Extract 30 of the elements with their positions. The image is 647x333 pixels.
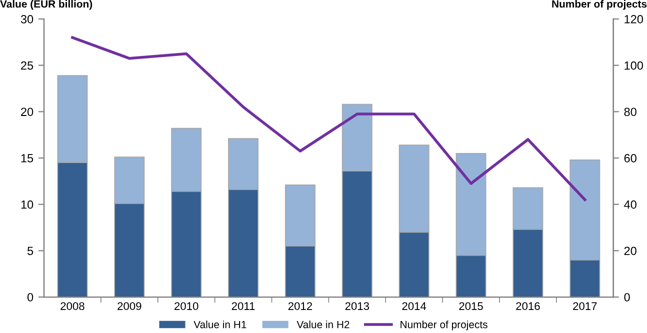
x-tick-label: 2017	[573, 302, 597, 310]
x-tick-label: 2015	[459, 302, 483, 310]
y2-tick-label: 40	[624, 200, 636, 209]
y-tick-label: 20	[21, 108, 34, 116]
y2-tick-label: 20	[624, 246, 636, 256]
x-tick-label: 2011	[232, 302, 255, 310]
y-tick-label: 15	[21, 154, 34, 162]
y2-axis-title: Number of projects	[552, 0, 647, 10]
x-tick-label: 2008	[60, 302, 84, 310]
y-tick-label: 5	[27, 246, 34, 256]
y2-tick-label: 100	[624, 61, 644, 70]
y2-tick-label: 60	[624, 154, 636, 162]
legend-label: Value in H1	[194, 320, 246, 328]
x-tick-label: 2013	[345, 302, 370, 310]
legend-label: Number of projects	[400, 320, 488, 330]
x-tick-label: 2009	[118, 302, 142, 310]
y-tick-label: 30	[20, 15, 34, 24]
y-tick-label: 10	[21, 200, 34, 209]
line-series	[71, 36, 586, 202]
y-tick-label: 25	[21, 61, 34, 70]
x-tick-label: 2016	[516, 302, 540, 310]
y2-tick-label: 80	[624, 108, 636, 116]
x-tick-label: 2012	[288, 302, 312, 310]
x-tick-label: 2014	[402, 302, 426, 310]
y2-tick-label: 0	[624, 293, 630, 302]
y-tick-label: 0	[27, 293, 34, 302]
x-tick-label: 2010	[174, 302, 198, 310]
legend-label: Value in H2	[296, 320, 350, 328]
y2-tick-label: 120	[624, 15, 644, 24]
y-axis-title: Value (EUR billion)	[0, 0, 92, 10]
